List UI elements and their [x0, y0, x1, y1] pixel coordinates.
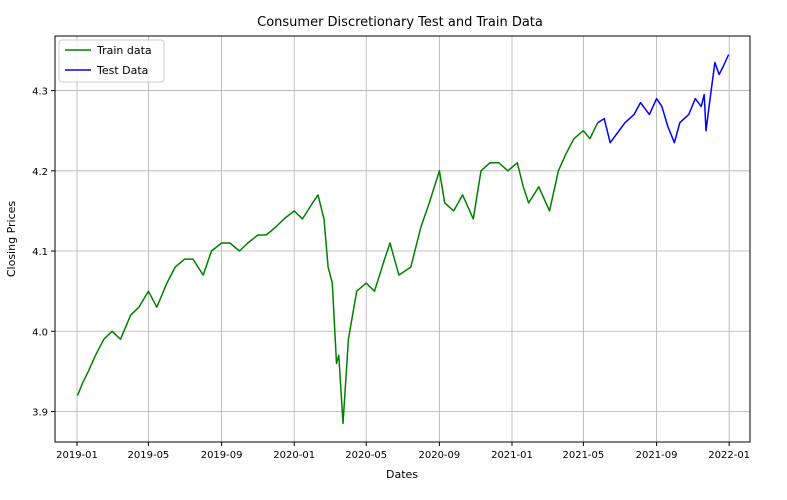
series-line-train: [76, 122, 599, 425]
x-tick-label: 2020-05: [345, 450, 387, 461]
y-tick-label: 4.3: [32, 87, 48, 98]
plot-area-frame: [54, 35, 751, 443]
y-tick-label: 4.1: [32, 247, 48, 258]
x-axis-ticks: 2019-01 2019-05 2019-09 2020-01 2020-05 2020-…: [56, 442, 750, 461]
y-gridlines: [55, 90, 750, 412]
x-tick-label: 2019-05: [128, 450, 170, 461]
series-layer: [76, 54, 730, 425]
x-gridlines: [76, 36, 730, 442]
x-tick-label: 2021-09: [636, 450, 678, 461]
legend-label-train: Train data: [96, 44, 152, 57]
x-tick-label: 2019-01: [56, 450, 98, 461]
y-tick-label: 4.0: [32, 327, 48, 338]
y-tick-label: 3.9: [32, 408, 48, 419]
y-axis-ticks: 3.9 4.0 4.1 4.2 4.3: [32, 87, 55, 419]
x-axis-label: Dates: [386, 468, 418, 481]
x-tick-label: 2020-09: [418, 450, 460, 461]
y-tick-label: 4.2: [32, 167, 48, 178]
x-tick-label: 2021-01: [491, 450, 533, 461]
x-tick-label: 2022-01: [708, 450, 750, 461]
x-tick-label: 2019-09: [201, 450, 243, 461]
legend-label-test: Test Data: [96, 64, 148, 77]
series-line-test: [597, 54, 730, 144]
chart-title: Consumer Discretionary Test and Train Da…: [257, 15, 543, 30]
legend: Train data Test Data: [58, 39, 165, 83]
x-tick-label: 2021-05: [562, 450, 604, 461]
x-tick-label: 2020-01: [273, 450, 315, 461]
y-axis-label: Closing Prices: [5, 201, 18, 278]
